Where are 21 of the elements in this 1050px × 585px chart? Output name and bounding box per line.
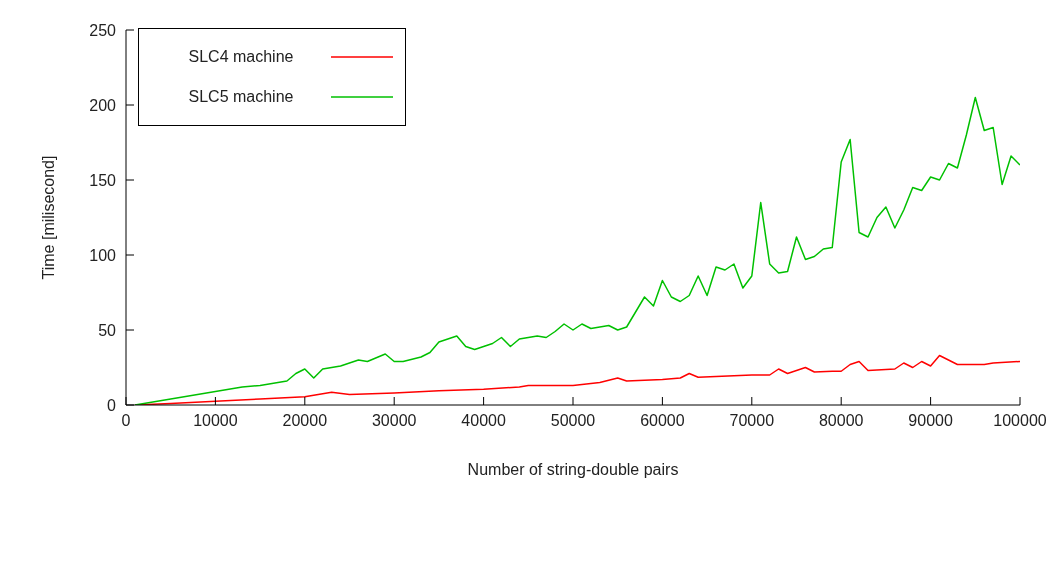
x-tick-label: 30000 [371, 412, 417, 430]
y-tick-label: 250 [89, 21, 117, 39]
y-tick-label: 150 [89, 171, 117, 189]
x-tick-label: 80000 [818, 412, 864, 430]
x-tick-label: 0 [121, 412, 131, 430]
y-tick-label: 0 [107, 396, 117, 414]
x-tick-label: 50000 [550, 412, 596, 430]
x-tick-label: 100000 [993, 412, 1047, 430]
x-tick-label: 20000 [282, 412, 328, 430]
x-tick-label: 60000 [640, 412, 685, 430]
y-axis-title: Time [milisecond] [39, 155, 57, 280]
y-tick-label: 200 [89, 96, 117, 114]
y-tick-label: 100 [89, 246, 117, 264]
legend-label: SLC4 machine [187, 48, 295, 66]
x-tick-label: 40000 [461, 412, 506, 430]
x-tick-label: 90000 [908, 412, 953, 430]
x-axis-title: Number of string-double pairs [467, 461, 679, 478]
x-tick-label: 10000 [193, 412, 238, 430]
y-tick-label: 50 [98, 321, 117, 339]
legend-label: SLC5 machine [187, 88, 295, 106]
x-tick-label: 70000 [729, 412, 775, 430]
